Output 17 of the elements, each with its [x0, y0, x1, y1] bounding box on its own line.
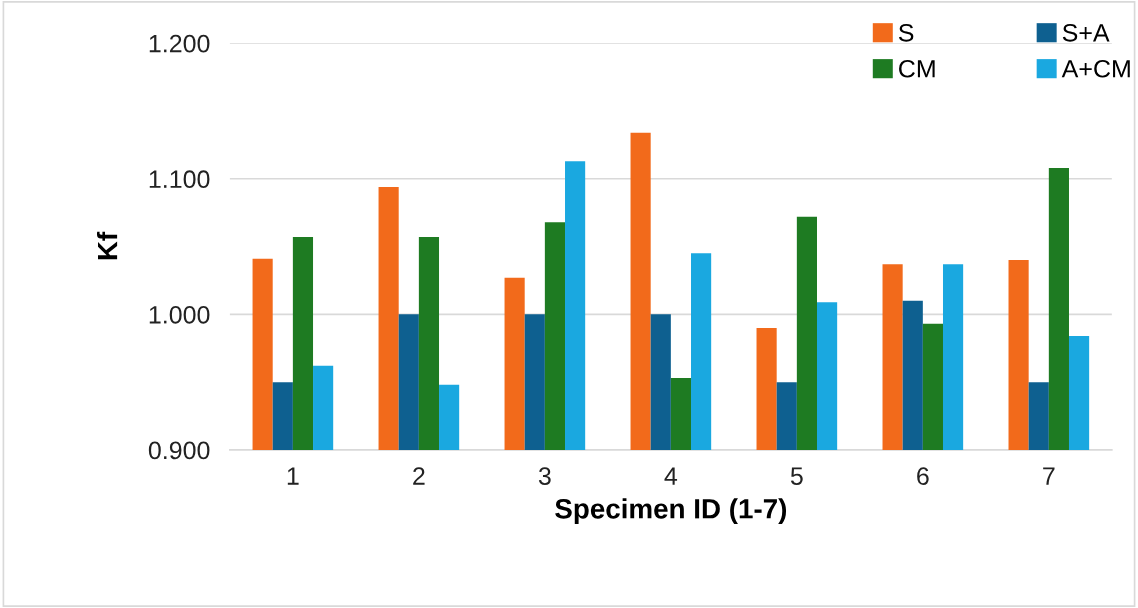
x-tick-label: 4: [664, 467, 678, 485]
y-tick-label: 1.100: [149, 170, 210, 189]
x-tick-label: 5: [790, 467, 803, 485]
legend-label: A+CM: [1061, 59, 1130, 78]
x-tick-label: 7: [1043, 467, 1055, 485]
x-tick-label: 2: [413, 467, 425, 485]
x-axis-title: Specimen ID (1-7): [555, 498, 787, 525]
legend-label: S+A: [1062, 23, 1110, 42]
y-axis-title: Kf: [96, 231, 118, 260]
legend-label: S: [898, 23, 914, 42]
x-tick-label: 6: [917, 467, 929, 485]
legend-label: CM: [899, 59, 935, 78]
y-tick-label: 1.200: [149, 34, 210, 53]
y-tick-label: 1.000: [149, 305, 210, 324]
y-tick-label: 0.900: [148, 441, 210, 460]
x-tick-label: 3: [538, 467, 551, 485]
x-tick-label: 1: [287, 467, 299, 485]
